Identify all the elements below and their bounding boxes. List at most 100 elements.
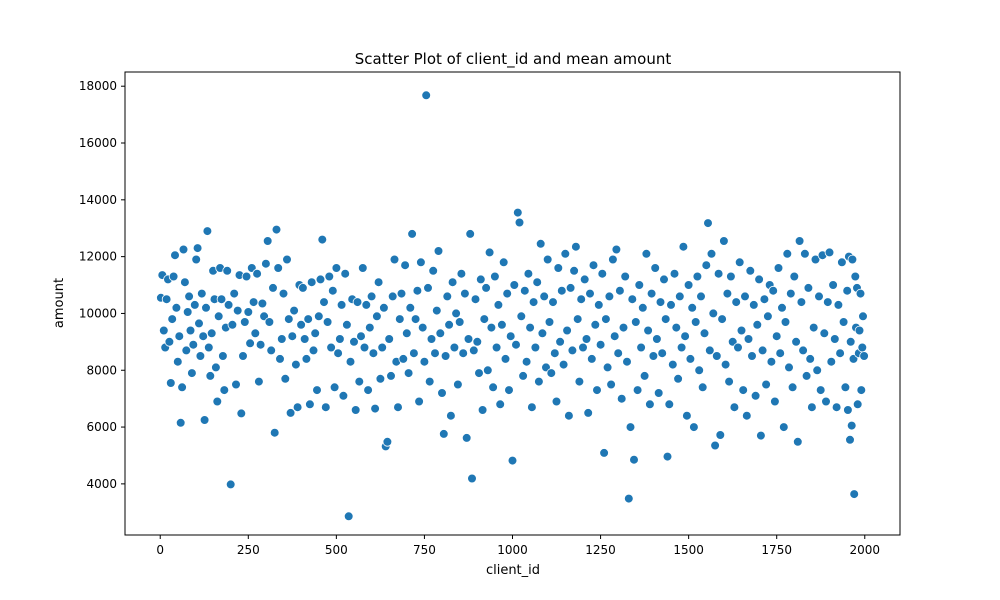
data-point bbox=[814, 291, 824, 302]
data-point bbox=[495, 399, 506, 410]
data-point bbox=[595, 339, 606, 350]
data-point bbox=[729, 402, 740, 413]
data-point bbox=[349, 336, 359, 347]
data-point bbox=[275, 354, 285, 364]
data-point bbox=[778, 422, 789, 432]
points-layer bbox=[156, 90, 869, 522]
data-point bbox=[692, 271, 703, 282]
data-point bbox=[798, 345, 808, 356]
data-point bbox=[481, 283, 491, 293]
data-point bbox=[463, 334, 474, 344]
data-point bbox=[338, 390, 349, 401]
data-point bbox=[697, 382, 708, 393]
data-point bbox=[222, 265, 233, 276]
data-point bbox=[641, 249, 652, 259]
data-point bbox=[491, 342, 502, 353]
data-point bbox=[821, 396, 831, 407]
data-point bbox=[829, 334, 840, 344]
data-point bbox=[393, 402, 403, 413]
data-point bbox=[856, 385, 867, 395]
data-point bbox=[805, 354, 815, 364]
data-point bbox=[389, 254, 400, 265]
data-point bbox=[474, 368, 484, 378]
data-point bbox=[657, 348, 667, 359]
data-point bbox=[792, 436, 803, 447]
data-point bbox=[673, 373, 683, 384]
data-point bbox=[664, 399, 675, 410]
data-point bbox=[676, 342, 687, 353]
data-point bbox=[475, 274, 486, 285]
data-point bbox=[703, 218, 713, 228]
data-point bbox=[206, 328, 217, 339]
data-point bbox=[757, 345, 768, 356]
data-point bbox=[488, 382, 498, 393]
data-point bbox=[519, 285, 530, 296]
data-point bbox=[240, 317, 250, 327]
data-point bbox=[248, 297, 259, 307]
data-point bbox=[333, 348, 343, 359]
data-point bbox=[768, 285, 778, 296]
data-point bbox=[306, 277, 317, 288]
data-point bbox=[588, 260, 599, 271]
data-point bbox=[278, 288, 289, 299]
data-point bbox=[694, 365, 704, 376]
data-point bbox=[845, 434, 855, 445]
data-point bbox=[722, 288, 733, 299]
data-point bbox=[322, 317, 333, 327]
data-point bbox=[523, 268, 534, 279]
data-point bbox=[185, 325, 196, 336]
data-point bbox=[555, 336, 565, 347]
data-point bbox=[377, 342, 388, 353]
data-point bbox=[800, 249, 810, 259]
data-point bbox=[484, 247, 495, 258]
data-point bbox=[327, 285, 338, 296]
data-point bbox=[170, 250, 180, 261]
data-point bbox=[511, 339, 521, 350]
data-point bbox=[308, 345, 319, 356]
data-point bbox=[232, 305, 243, 316]
data-point bbox=[252, 268, 262, 279]
data-point bbox=[551, 396, 562, 407]
data-point bbox=[748, 300, 759, 310]
data-point bbox=[627, 294, 638, 305]
data-point bbox=[292, 402, 303, 413]
data-point bbox=[630, 317, 641, 327]
data-point bbox=[593, 300, 604, 310]
data-point bbox=[276, 334, 287, 344]
data-point bbox=[685, 354, 696, 364]
data-point bbox=[583, 408, 593, 418]
x-tick-label: 1500 bbox=[673, 543, 704, 557]
x-tick-label: 500 bbox=[325, 543, 348, 557]
data-point bbox=[166, 378, 176, 388]
data-point bbox=[470, 294, 481, 305]
data-point bbox=[282, 254, 292, 265]
data-point bbox=[507, 455, 518, 466]
data-point bbox=[803, 283, 814, 293]
data-point bbox=[756, 430, 766, 441]
data-point bbox=[770, 396, 780, 407]
data-point bbox=[558, 359, 569, 370]
data-point bbox=[424, 376, 435, 387]
data-point bbox=[482, 365, 493, 376]
data-point bbox=[198, 331, 209, 342]
data-point bbox=[500, 354, 511, 364]
data-point bbox=[826, 356, 837, 367]
data-point bbox=[426, 334, 437, 344]
data-point bbox=[271, 224, 282, 235]
data-point bbox=[569, 265, 579, 276]
data-point bbox=[740, 291, 750, 302]
data-point bbox=[854, 325, 865, 336]
data-point bbox=[518, 371, 528, 381]
data-point bbox=[637, 302, 648, 313]
y-tick-label: 8000 bbox=[86, 363, 117, 377]
data-point bbox=[828, 280, 838, 290]
data-point bbox=[465, 229, 476, 239]
data-point bbox=[629, 454, 639, 465]
data-point bbox=[539, 291, 549, 302]
data-point bbox=[733, 342, 743, 353]
data-point bbox=[824, 247, 835, 258]
data-point bbox=[423, 283, 433, 293]
data-point bbox=[324, 271, 335, 282]
data-point bbox=[546, 368, 557, 378]
data-point bbox=[431, 305, 442, 316]
